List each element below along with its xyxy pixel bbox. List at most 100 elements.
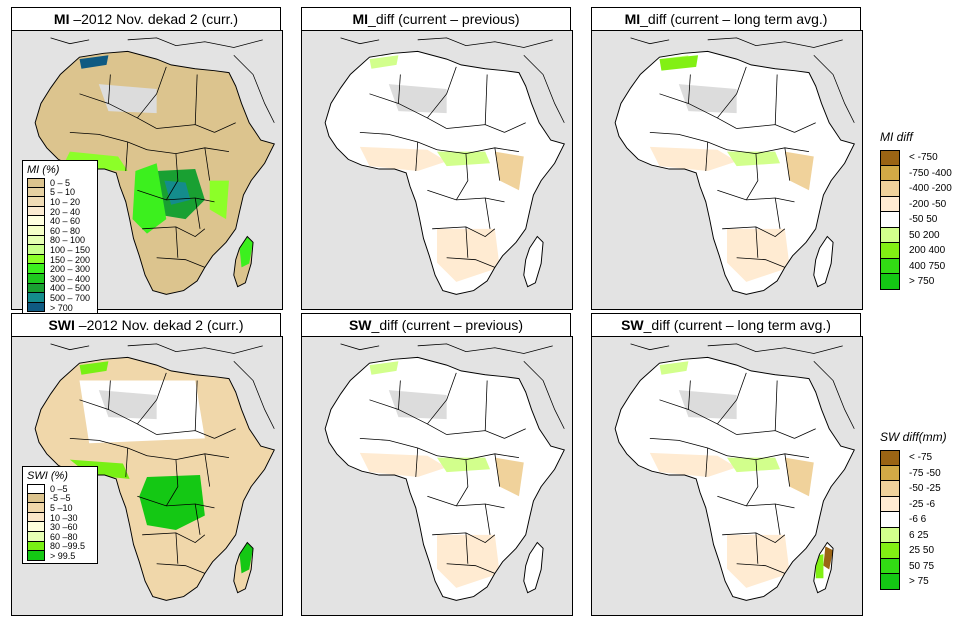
data-region <box>727 534 790 588</box>
country-border <box>359 438 438 457</box>
country-border <box>125 142 129 171</box>
legend-label: -5 –5 <box>50 493 71 504</box>
legend-swatch <box>880 243 900 259</box>
legend-label: 25 50 <box>909 545 935 557</box>
legend-item: 300 – 400 <box>27 274 93 284</box>
panel-title: MI_diff (current – long term avg.) <box>591 7 861 31</box>
country-border <box>659 93 737 129</box>
neighbor-coastline <box>50 343 275 429</box>
legend-label: > 750 <box>909 276 935 288</box>
data-region <box>369 361 399 375</box>
legend-label: 5 –10 <box>50 502 73 513</box>
legend-label: 20 – 40 <box>50 206 81 217</box>
data-region <box>727 151 781 167</box>
country-border <box>484 74 488 125</box>
legend-swatch <box>27 216 45 226</box>
legend-item: 400 750 <box>880 258 952 274</box>
legend-label: 10 –30 <box>50 512 78 523</box>
legend-label: -6 6 <box>909 514 927 526</box>
map-canvas <box>324 37 565 295</box>
neighbor-coastline <box>50 37 275 123</box>
legend-swatch <box>27 493 45 504</box>
legend-swatch <box>880 527 900 543</box>
country-border <box>214 122 236 133</box>
data-region <box>784 457 814 497</box>
legend-swatch <box>27 551 45 561</box>
country-border <box>465 226 469 258</box>
country-border <box>79 399 157 435</box>
swi-percent-legend: SWI (%) 0 –5 -5 –5 5 –10 10 –30 30 –60 60 –80… <box>22 466 98 564</box>
country-border <box>137 66 167 119</box>
country-border <box>359 132 438 151</box>
legend-label: 500 – 700 <box>50 292 91 303</box>
country-border <box>484 380 488 431</box>
data-region <box>79 361 109 375</box>
legend-label: -400 -200 <box>909 183 952 195</box>
legend-label: 300 – 400 <box>50 273 91 284</box>
africa-map <box>301 336 573 616</box>
africa-map <box>301 30 573 310</box>
country-border <box>659 399 737 435</box>
legend-swatch <box>27 225 45 236</box>
legend-label: 0 – 5 <box>50 177 71 188</box>
country-border <box>69 438 148 457</box>
legend-swatch <box>27 522 45 532</box>
legend-label: 200 400 <box>909 245 946 257</box>
legend-item: 20 – 40 <box>27 207 93 217</box>
legend-swatch <box>880 274 900 290</box>
legend-item: 500 – 700 <box>27 293 93 303</box>
legend-label: > 75 <box>909 576 929 588</box>
land-mass <box>615 357 855 601</box>
data-region <box>437 457 491 473</box>
legend-item: 40 – 60 <box>27 216 93 226</box>
country-border <box>204 147 211 181</box>
neighbor-coastline <box>630 37 855 123</box>
country-border <box>784 453 791 487</box>
country-border <box>649 438 728 457</box>
data-region <box>823 546 834 570</box>
legend-swatch <box>27 512 45 523</box>
legend-item: -400 -200 <box>880 181 952 197</box>
country-border <box>108 74 111 104</box>
africa-map <box>591 30 863 310</box>
country-border <box>722 226 786 237</box>
data-region <box>649 146 737 171</box>
country-border <box>432 532 496 543</box>
country-border <box>175 226 179 258</box>
country-border <box>436 147 520 154</box>
legend-item: -200 -50 <box>880 196 952 212</box>
legend-label: 6 25 <box>909 529 929 541</box>
legend-item: 100 – 150 <box>27 245 93 255</box>
legend-swatch <box>880 450 900 466</box>
legend-label: 30 –60 <box>50 522 78 533</box>
country-border <box>455 153 469 201</box>
country-border <box>142 226 206 237</box>
legend-swatch <box>880 196 900 212</box>
legend-swatch <box>27 484 45 494</box>
legend-swatch <box>27 302 45 313</box>
country-border <box>214 428 236 439</box>
legend-item: 50 200 <box>880 227 952 243</box>
map-canvas <box>614 37 855 295</box>
panel-title: SW_diff (current – previous) <box>301 313 571 337</box>
legend-item: 6 25 <box>880 527 947 543</box>
legend-swatch <box>27 197 45 207</box>
coastline <box>324 356 565 601</box>
legend-swatch <box>880 558 900 574</box>
country-border <box>415 142 419 171</box>
legend-label: 5 – 10 <box>50 187 76 198</box>
legend-swatch <box>27 187 45 198</box>
country-border <box>784 147 791 181</box>
country-border <box>142 532 206 543</box>
legend-item: -75 -50 <box>880 465 947 481</box>
data-region <box>659 55 699 71</box>
country-border <box>705 448 709 477</box>
legend-item: 10 –30 <box>27 513 93 523</box>
legend-item: 5 –10 <box>27 503 93 513</box>
legend-label: > 700 <box>50 302 73 313</box>
country-border <box>427 495 505 509</box>
country-border <box>194 197 201 229</box>
country-border <box>504 122 526 133</box>
map-canvas <box>34 37 275 295</box>
legend-swatch <box>880 181 900 197</box>
